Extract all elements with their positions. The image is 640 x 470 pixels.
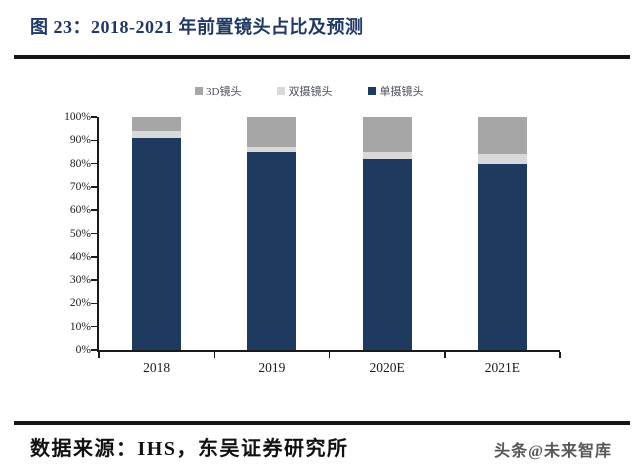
x-axis-label: 2019 <box>258 360 286 375</box>
y-axis-tick <box>91 256 97 258</box>
legend-swatch <box>368 87 377 95</box>
legend-item: 单摄镜头 <box>368 83 423 99</box>
bar-segment-单摄镜头 <box>132 137 182 350</box>
bar-segment-双摄镜头 <box>132 131 182 138</box>
bar-segment-3D镜头 <box>362 117 412 152</box>
y-axis-tick <box>91 279 97 281</box>
y-axis-tick <box>91 325 97 328</box>
bar-segment-单摄镜头 <box>477 163 527 350</box>
y-axis-label: 70% <box>69 180 91 193</box>
x-axis-tick <box>559 352 561 358</box>
bar-segment-单摄镜头 <box>362 158 412 350</box>
bar-2019 <box>247 117 297 350</box>
legend-label: 3D镜头 <box>206 86 242 98</box>
x-axis-tick <box>213 352 215 358</box>
y-axis-label: 0% <box>75 344 91 356</box>
bar-2021E <box>477 117 527 350</box>
y-axis-tick <box>91 139 97 142</box>
y-axis-label: 20% <box>69 297 91 310</box>
figure-title: 图 23：2018-2021 年前置镜头占比及预测 <box>30 17 364 37</box>
bar-segment-双摄镜头 <box>247 147 297 152</box>
y-axis-label: 60% <box>69 204 91 217</box>
y-axis-label: 30% <box>69 274 91 287</box>
x-axis-label: 2018 <box>143 360 171 375</box>
bar-2018 <box>132 117 182 350</box>
chart-legend: 3D镜头 双摄镜头 单摄镜头 <box>195 84 423 98</box>
y-axis-label: 80% <box>69 157 91 170</box>
bar-2020E <box>362 117 412 350</box>
y-axis-tick <box>91 232 97 235</box>
y-axis-tick <box>91 209 97 211</box>
y-axis-label: 100% <box>64 111 91 123</box>
data-source-label: 数据来源：IHS，东吴证券研究所 <box>30 438 349 460</box>
x-axis-tick <box>328 352 331 358</box>
plot-area: 0% 10% 20% 30% 40% 50% 60% 70% 80% 90% 100% 2018 201… <box>64 111 561 375</box>
x-axis-label: 2021E <box>484 360 520 375</box>
legend-item: 双摄镜头 <box>277 83 332 99</box>
y-axis-label: 10% <box>69 320 91 333</box>
y-axis-tick <box>91 349 97 351</box>
y-axis-tick <box>91 186 97 188</box>
bar-segment-3D镜头 <box>247 117 297 148</box>
y-axis-label: 50% <box>69 227 91 240</box>
y-axis-label: 40% <box>69 250 91 263</box>
x-axis-tick <box>444 352 446 358</box>
legend-swatch <box>277 87 286 95</box>
bar-segment-3D镜头 <box>477 117 527 155</box>
bar-segment-单摄镜头 <box>247 151 297 350</box>
legend-item: 3D镜头 <box>195 83 241 99</box>
legend-label: 单摄镜头 <box>379 86 424 98</box>
title-divider <box>14 55 630 59</box>
bar-segment-双摄镜头 <box>477 154 527 164</box>
x-axis-label: 2020E <box>369 360 405 375</box>
legend-label: 双摄镜头 <box>288 86 333 98</box>
bar-segment-双摄镜头 <box>362 151 412 159</box>
watermark-label: 头条@未来智库 <box>494 443 612 460</box>
y-axis-tick <box>91 162 97 165</box>
x-axis-tick <box>98 352 100 358</box>
legend-swatch <box>195 87 203 95</box>
bar-segment-3D镜头 <box>132 117 182 131</box>
y-axis-label: 90% <box>69 134 91 147</box>
footer-divider <box>14 421 630 425</box>
y-axis-tick <box>91 116 97 118</box>
y-axis-tick <box>91 302 97 305</box>
